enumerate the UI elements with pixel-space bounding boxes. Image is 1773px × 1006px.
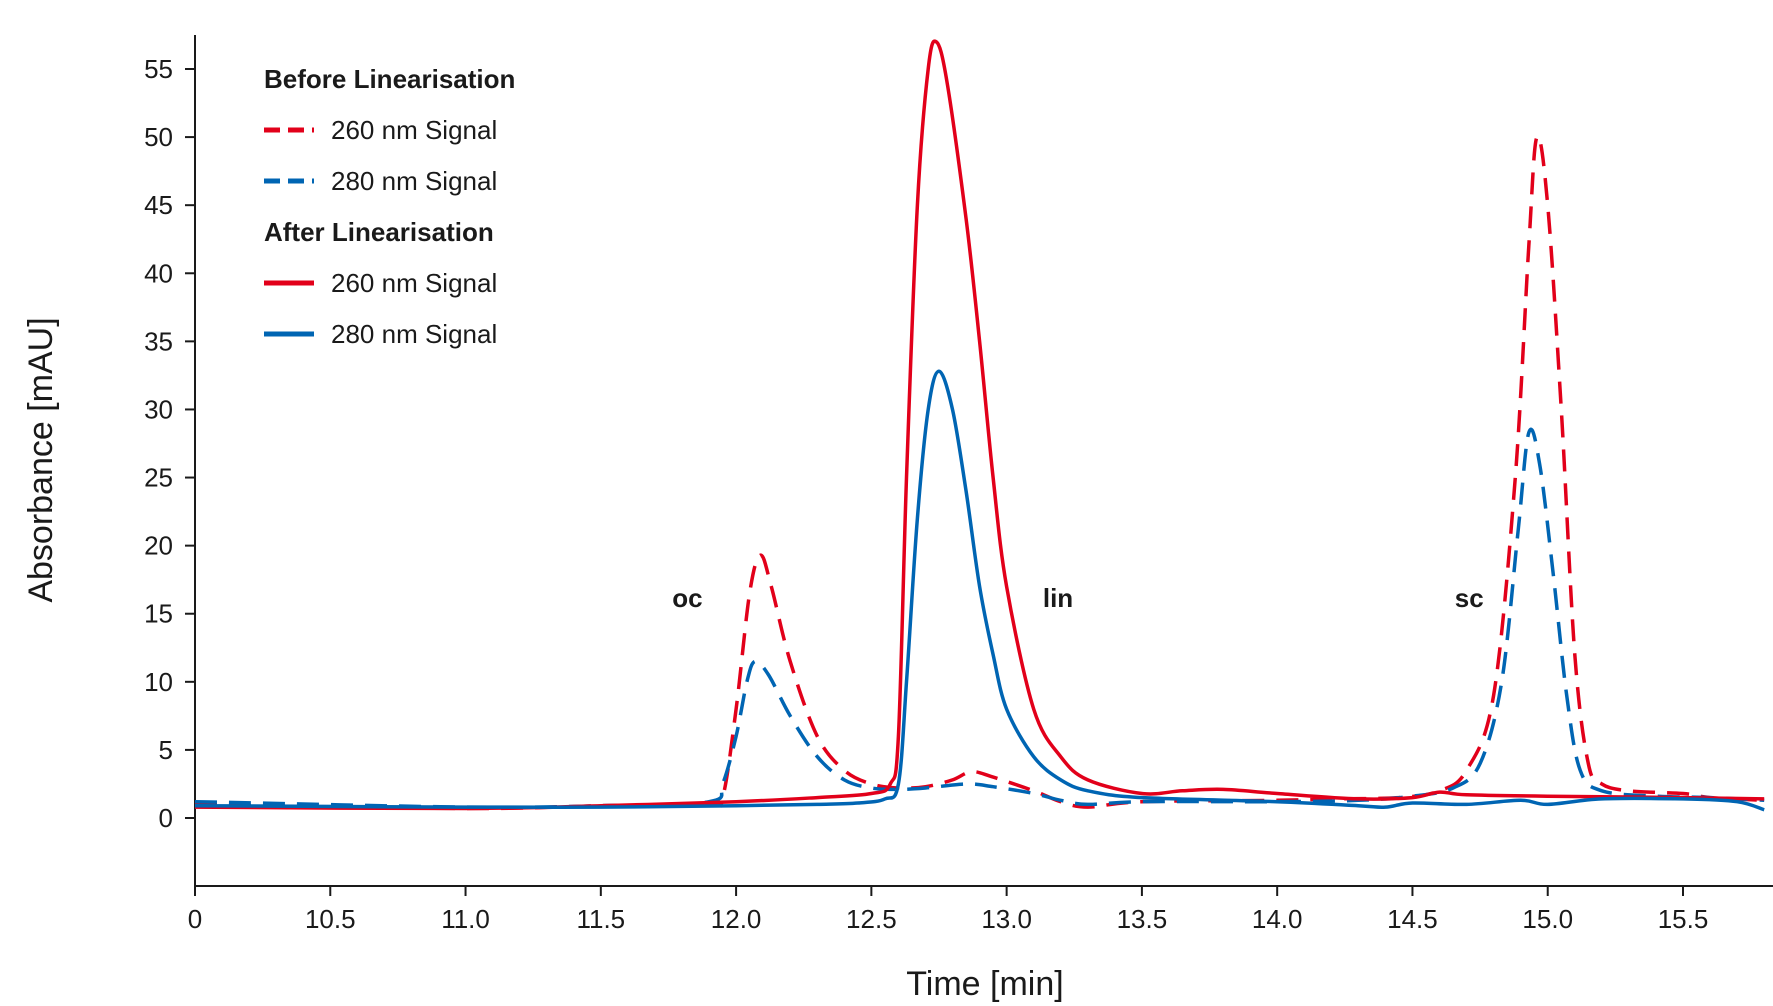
series-layer xyxy=(194,39,1765,812)
y-tick-label: 45 xyxy=(144,190,173,220)
x-tick-label: 12.5 xyxy=(846,904,897,934)
peak-label-sc: sc xyxy=(1455,583,1484,613)
x-ticks: 0 10.5 11.0 11.5 12.0 12.5 13.0 13.5 14.0 14.5 15.… xyxy=(188,886,1709,934)
legend-group-title: After Linearisation xyxy=(264,217,494,247)
x-tick-label: 14.5 xyxy=(1387,904,1438,934)
x-tick-label: 13.5 xyxy=(1117,904,1168,934)
x-tick-label: 11.0 xyxy=(441,904,490,934)
y-tick-label: 30 xyxy=(144,394,173,424)
x-tick-label: 10.5 xyxy=(305,904,356,934)
x-tick-label: 15.0 xyxy=(1522,904,1573,934)
peak-label-lin: lin xyxy=(1043,583,1073,613)
y-axis-title: Absorbance [mAU] xyxy=(22,317,60,602)
axes xyxy=(194,35,1773,887)
x-tick-label: 14.0 xyxy=(1252,904,1303,934)
peak-annotations: oc lin sc xyxy=(672,583,1484,613)
legend: Before Linearisation 260 nm Signal 280 nm … xyxy=(264,64,515,349)
legend-group-title: Before Linearisation xyxy=(264,64,515,94)
legend-entry-label: 280 nm Signal xyxy=(331,166,497,196)
series-before-280nm-line xyxy=(194,427,1765,810)
y-tick-label: 35 xyxy=(144,326,173,356)
series-after-280nm-line xyxy=(194,369,1765,812)
y-ticks: 0 5 10 15 20 25 30 35 40 45 50 55 xyxy=(144,54,195,833)
x-tick-label: 13.0 xyxy=(981,904,1032,934)
legend-entry-label: 280 nm Signal xyxy=(331,319,497,349)
y-tick-label: 0 xyxy=(159,803,173,833)
y-tick-label: 25 xyxy=(144,463,173,493)
series-after-260nm-line xyxy=(194,39,1765,811)
y-tick-label: 10 xyxy=(144,667,173,697)
y-tick-label: 5 xyxy=(159,735,173,765)
x-tick-label: 12.0 xyxy=(711,904,762,934)
y-tick-label: 40 xyxy=(144,258,173,288)
x-tick-label: 0 xyxy=(188,904,202,934)
peak-label-oc: oc xyxy=(672,583,702,613)
y-tick-label: 20 xyxy=(144,531,173,561)
legend-entry-label: 260 nm Signal xyxy=(331,268,497,298)
y-tick-label: 55 xyxy=(144,54,173,84)
y-tick-label: 15 xyxy=(144,599,173,629)
x-tick-label: 11.5 xyxy=(576,904,625,934)
x-tick-label: 15.5 xyxy=(1658,904,1709,934)
y-tick-label: 50 xyxy=(144,122,173,152)
x-axis-title: Time [min] xyxy=(906,965,1063,1003)
legend-entry-label: 260 nm Signal xyxy=(331,115,497,145)
